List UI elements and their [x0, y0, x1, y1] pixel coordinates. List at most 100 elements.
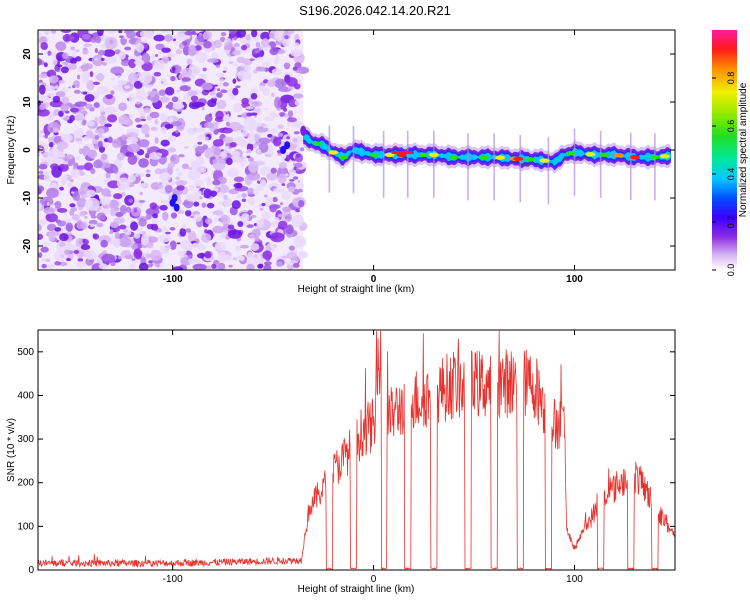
noise-blob: [135, 42, 145, 53]
noise-blob: [176, 185, 185, 191]
noise-blob: [187, 254, 193, 259]
top-y-tick-label: 20: [22, 48, 33, 60]
noise-blob: [162, 211, 169, 221]
noise-blob: [212, 210, 224, 216]
noise-blob: [66, 242, 74, 250]
noise-blob: [48, 179, 53, 183]
noise-blob: [170, 121, 183, 127]
noise-blob: [82, 239, 86, 244]
noise-blob: [150, 249, 163, 261]
noise-blob: [178, 154, 185, 158]
noise-blob: [218, 184, 229, 194]
noise-blob: [234, 136, 245, 146]
noise-blob: [124, 46, 132, 51]
noise-blob: [241, 198, 247, 202]
noise-blob: [294, 162, 303, 168]
noise-blob: [240, 44, 248, 51]
noise-blob: [292, 263, 300, 268]
noise-blob: [236, 30, 247, 39]
ridge-start: [300, 125, 307, 136]
noise-blob: [38, 202, 42, 210]
noise-blob: [204, 253, 212, 259]
noise-blob: [105, 94, 113, 100]
noise-blob: [54, 261, 62, 266]
noise-blob: [230, 150, 241, 158]
noise-blob: [100, 43, 106, 49]
noise-blob: [270, 167, 277, 174]
noise-blob: [160, 139, 170, 147]
noise-blob: [241, 129, 249, 137]
noise-blob: [93, 159, 103, 169]
noise-blob: [175, 180, 188, 186]
noise-blob: [201, 202, 207, 208]
noise-blob: [60, 177, 67, 186]
noise-blob: [293, 83, 301, 90]
noise-blob: [212, 180, 221, 186]
noise-blob: [153, 34, 165, 42]
noise-blob: [128, 58, 137, 69]
noise-blob: [103, 56, 117, 64]
noise-blob: [158, 182, 163, 186]
noise-blob: [191, 242, 200, 249]
noise-blob: [94, 116, 98, 123]
noise-blob: [179, 228, 187, 237]
noise-blob: [120, 59, 131, 67]
noise-blob: [67, 223, 73, 226]
noise-blob: [59, 241, 66, 248]
noise-blob: [222, 82, 229, 87]
noise-blob: [71, 214, 80, 221]
noise-blob: [133, 80, 143, 89]
noise-blob: [180, 256, 192, 266]
noise-blob: [203, 188, 212, 199]
noise-blob: [154, 137, 159, 144]
noise-blob: [216, 88, 221, 92]
noise-blob: [257, 263, 264, 269]
noise-blob: [286, 117, 298, 123]
noise-blob: [231, 200, 241, 210]
noise-blob: [107, 114, 118, 123]
ridge-cyan-band: [303, 131, 671, 167]
noise-blob: [160, 113, 168, 123]
colorbar-tick-label: 0.8: [726, 72, 736, 85]
noise-blob: [272, 196, 278, 203]
noise-blob: [172, 266, 184, 270]
noise-blob: [76, 219, 83, 230]
noise-blob: [193, 179, 205, 186]
noise-blob: [253, 142, 258, 149]
noise-blob: [134, 59, 145, 66]
noise-blob: [192, 263, 207, 270]
noise-blob: [255, 122, 263, 128]
ridge-peak: [513, 156, 524, 162]
noise-blob: [75, 49, 80, 53]
noise-blob: [215, 72, 225, 78]
noise-blob: [246, 155, 251, 159]
noise-blob: [57, 70, 61, 73]
noise-blob: [159, 96, 170, 103]
noise-blob: [297, 188, 303, 193]
ridge-peak: [659, 154, 670, 159]
noise-blob: [116, 177, 131, 190]
noise-blob: [286, 213, 293, 222]
noise-blob: [50, 163, 59, 170]
noise-blob: [73, 249, 80, 254]
noise-blob: [254, 49, 260, 54]
noise-blob: [88, 219, 98, 225]
noise-blob: [154, 168, 162, 175]
noise-blob: [246, 263, 255, 270]
noise-blob: [176, 89, 182, 92]
noise-blob: [82, 49, 89, 55]
noise-blob: [286, 122, 291, 126]
noise-blob: [143, 107, 151, 114]
noise-blob: [151, 217, 158, 225]
noise-blob: [70, 207, 78, 212]
noise-blob: [263, 107, 269, 111]
noise-blob: [165, 244, 172, 249]
noise-blob: [43, 170, 50, 176]
noise-blob: [118, 237, 131, 248]
noise-blob: [270, 221, 279, 227]
noise-blob: [246, 224, 254, 228]
noise-blob: [250, 93, 258, 100]
noise-blob: [286, 264, 295, 270]
noise-blob: [164, 124, 174, 129]
noise-blob: [187, 90, 198, 97]
